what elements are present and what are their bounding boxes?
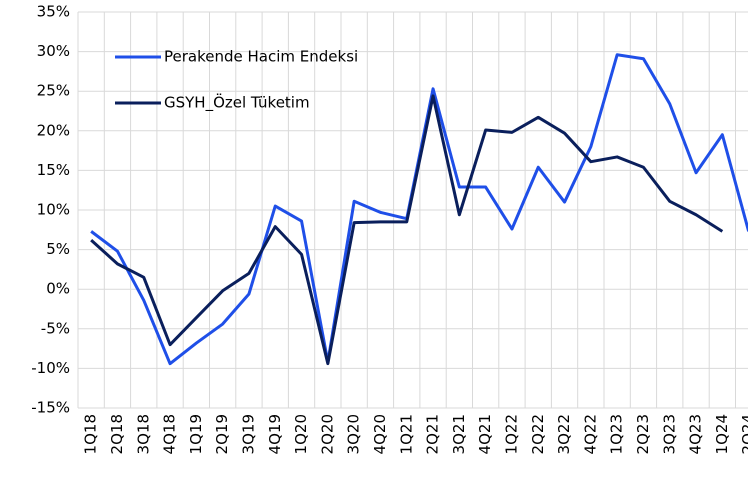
y-tick-label: -5% bbox=[41, 319, 70, 337]
y-tick-label: 30% bbox=[37, 42, 70, 60]
x-tick-label: 1Q21 bbox=[397, 414, 415, 454]
x-tick-label: 2Q24 bbox=[739, 414, 748, 454]
x-tick-label: 3Q19 bbox=[239, 414, 257, 454]
x-tick-label: 4Q21 bbox=[476, 414, 494, 454]
x-tick-label: 4Q22 bbox=[581, 414, 599, 454]
x-tick-label: 3Q23 bbox=[660, 414, 678, 454]
x-tick-label: 2Q18 bbox=[108, 414, 126, 454]
x-tick-label: 1Q18 bbox=[82, 414, 100, 454]
x-tick-label: 3Q21 bbox=[450, 414, 468, 454]
y-tick-label: 0% bbox=[46, 280, 70, 298]
x-tick-label: 3Q18 bbox=[134, 414, 152, 454]
x-tick-label: 2Q20 bbox=[318, 414, 336, 454]
x-tick-label: 2Q22 bbox=[529, 414, 547, 454]
y-tick-label: 35% bbox=[37, 3, 70, 21]
legend-label: GSYH_Özel Tüketim bbox=[164, 93, 310, 113]
y-tick-label: -10% bbox=[31, 359, 70, 377]
x-tick-label: 4Q20 bbox=[371, 414, 389, 454]
x-tick-label: 1Q22 bbox=[502, 414, 520, 454]
y-tick-label: 5% bbox=[46, 240, 70, 258]
x-tick-label: 4Q19 bbox=[266, 414, 284, 454]
y-tick-label: -15% bbox=[31, 399, 70, 417]
legend-label: Perakende Hacim Endeksi bbox=[164, 48, 358, 66]
x-tick-label: 4Q18 bbox=[161, 414, 179, 454]
x-tick-label: 3Q22 bbox=[555, 414, 573, 454]
y-tick-label: 10% bbox=[37, 201, 70, 219]
x-tick-label: 2Q19 bbox=[213, 414, 231, 454]
x-tick-label: 1Q24 bbox=[713, 414, 731, 454]
x-tick-label: 3Q20 bbox=[345, 414, 363, 454]
x-tick-label: 2Q21 bbox=[424, 414, 442, 454]
y-tick-label: 25% bbox=[37, 82, 70, 100]
x-tick-label: 1Q19 bbox=[187, 414, 205, 454]
y-tick-label: 20% bbox=[37, 121, 70, 139]
x-tick-label: 1Q23 bbox=[608, 414, 626, 454]
x-tick-label: 1Q20 bbox=[292, 414, 310, 454]
x-tick-label: 4Q23 bbox=[687, 414, 705, 454]
y-tick-label: 15% bbox=[37, 161, 70, 179]
x-tick-label: 2Q23 bbox=[634, 414, 652, 454]
series-line bbox=[90, 94, 724, 366]
